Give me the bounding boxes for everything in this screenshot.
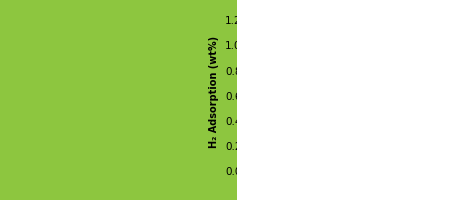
Y-axis label: H₂ Adsorption (wt%): H₂ Adsorption (wt%) <box>209 36 219 148</box>
X-axis label: Pressure (bar): Pressure (bar) <box>303 194 387 200</box>
